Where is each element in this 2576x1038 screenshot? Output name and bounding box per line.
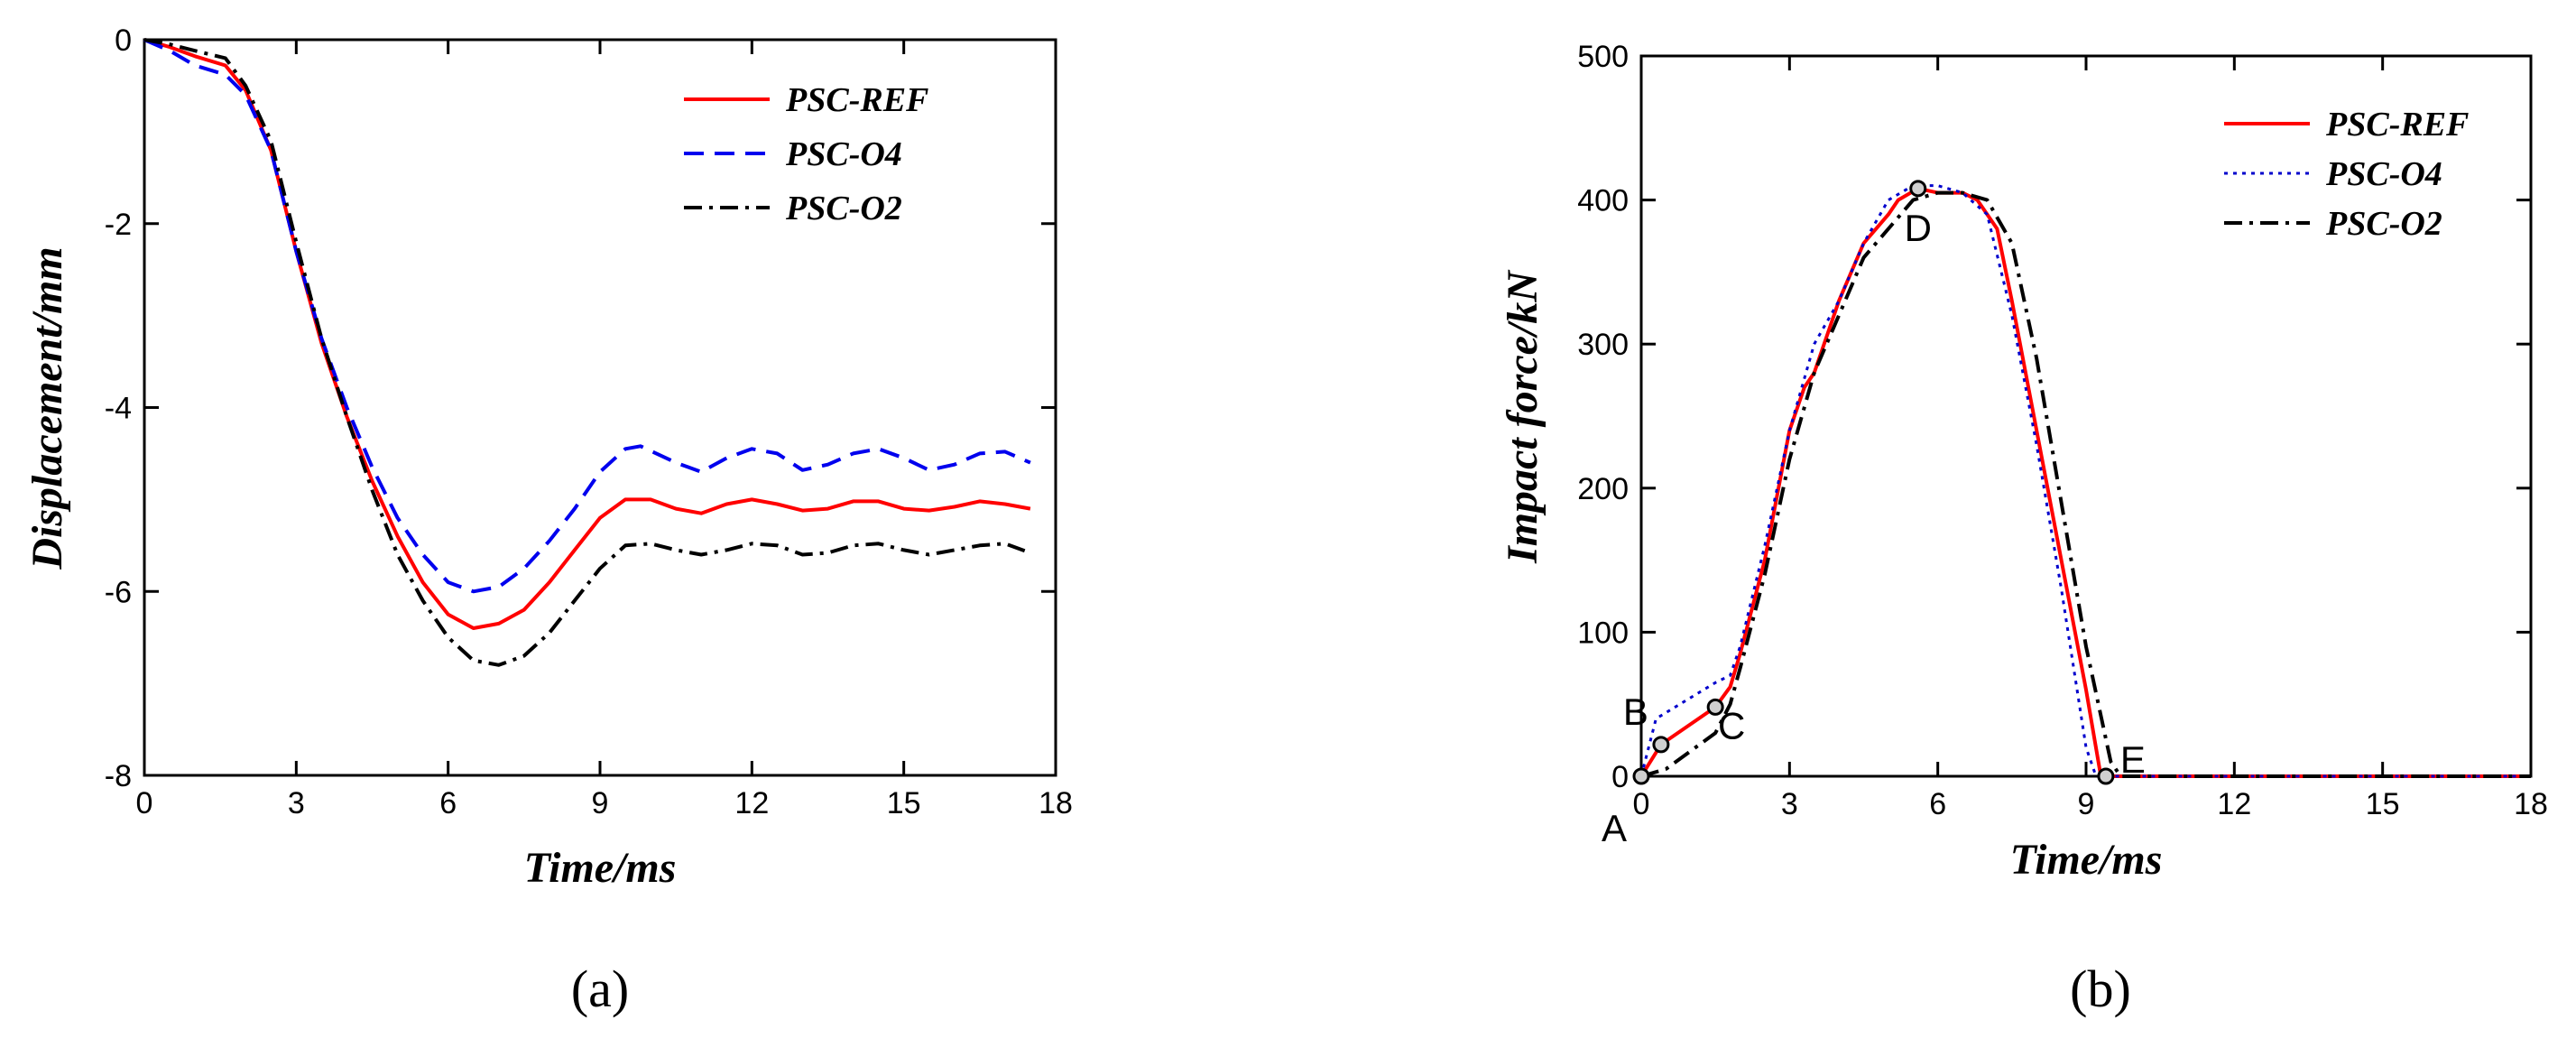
annotation-label-a: A	[1602, 807, 1627, 849]
x-tick-label: 9	[2078, 787, 2095, 821]
x-tick-label: 18	[1039, 786, 1073, 820]
annotation-marker-c	[1706, 698, 1724, 716]
y-tick-label: 0	[115, 23, 132, 58]
y-tick-label: -6	[105, 575, 132, 609]
tick-group-b: 0 3 6 9 12 15 18 0 100 200 300 400 500	[1577, 40, 2548, 821]
y-axis-title-a: Displacement/mm	[23, 246, 71, 570]
x-tick-label: 15	[887, 786, 921, 820]
y-tick-label: -8	[105, 759, 132, 793]
y-tick-label: 400	[1577, 184, 1629, 218]
x-tick-label: 0	[136, 786, 153, 820]
series-group-b	[1639, 184, 2531, 778]
series-line-psc-o2	[1640, 190, 2531, 778]
y-tick-label: 0	[1611, 760, 1629, 794]
annotation-marker-b	[1652, 736, 1670, 754]
x-tick-label: 6	[439, 786, 457, 820]
annotation-label-c: C	[1718, 704, 1745, 746]
x-tick-label: 6	[1929, 787, 1946, 821]
x-tick-label: 3	[288, 786, 305, 820]
y-tick-label: -2	[105, 208, 132, 242]
series-line-psc-o2	[143, 38, 1031, 667]
x-axis-title-a: Time/ms	[524, 844, 677, 892]
series-line-psc-o4	[1639, 184, 2531, 778]
legend-label: PSC-REF	[785, 81, 928, 119]
legend-b: PSC-REF PSC-O4 PSC-O2	[2224, 106, 2469, 243]
annotation-marker-d	[1909, 180, 1927, 198]
y-tick-label: 300	[1577, 328, 1629, 362]
panel-label-a: (a)	[571, 959, 629, 1018]
legend-label: PSC-O2	[785, 190, 902, 227]
chart-panel-b: 0 3 6 9 12 15 18 0 100 200 300 400 500 A B C D E PSC-REF…	[1499, 40, 2548, 1018]
tick-group-a: 0 3 6 9 12 15 18 0 -2 -4 -6 -8	[105, 23, 1073, 820]
legend-label: PSC-REF	[2325, 106, 2469, 144]
x-tick-label: 0	[1633, 787, 1650, 821]
series-group-a	[143, 38, 1031, 667]
legend-label: PSC-O4	[785, 135, 902, 173]
series-line-psc-ref	[1639, 186, 2531, 778]
x-tick-label: 3	[1781, 787, 1798, 821]
annotation-marker-e	[2097, 767, 2115, 785]
y-axis-title-b: Impact force/kN	[1499, 269, 1547, 564]
y-tick-label: 100	[1577, 616, 1629, 650]
chart-panel-a: 0 3 6 9 12 15 180-2-4-6-8 PSC-REFPSC-O4PSC-O2 …	[23, 23, 1073, 1018]
y-tick-label: 200	[1577, 472, 1629, 506]
legend-label: PSC-O4	[2325, 155, 2442, 193]
annotation-marker-a	[1632, 767, 1650, 785]
annotation-group-b: A B C D E	[1602, 180, 2146, 849]
y-tick-label: -4	[105, 392, 132, 426]
annotation-label-d: D	[1905, 207, 1932, 249]
x-tick-label: 12	[2217, 787, 2251, 821]
annotation-label-b: B	[1623, 690, 1648, 733]
x-tick-label: 12	[734, 786, 769, 820]
panel-label-b: (b)	[2070, 959, 2131, 1018]
y-tick-label: 500	[1577, 40, 1629, 74]
legend-a: PSC-REF PSC-O4 PSC-O2	[684, 81, 928, 227]
x-tick-label: 15	[2366, 787, 2400, 821]
legend-label: PSC-O2	[2325, 205, 2442, 243]
x-tick-label: 9	[592, 786, 609, 820]
x-tick-label: 18	[2514, 787, 2548, 821]
annotation-label-e: E	[2120, 738, 2146, 781]
x-axis-title-b: Time/ms	[2010, 836, 2163, 884]
series-line-psc-o4	[143, 38, 1031, 594]
